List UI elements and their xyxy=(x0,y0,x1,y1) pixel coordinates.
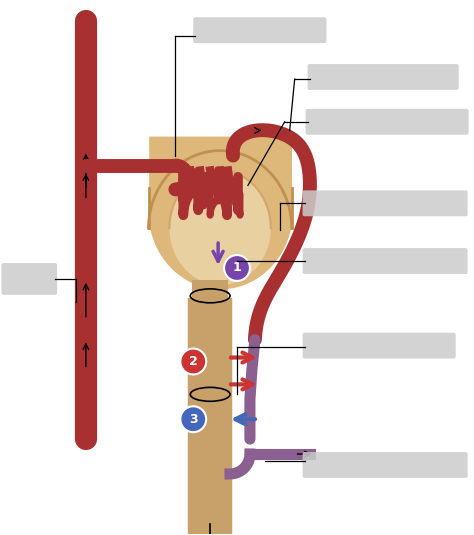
Polygon shape xyxy=(148,151,292,228)
Text: 2: 2 xyxy=(189,355,198,368)
FancyBboxPatch shape xyxy=(308,64,459,90)
FancyBboxPatch shape xyxy=(302,190,468,216)
FancyBboxPatch shape xyxy=(306,109,469,135)
FancyBboxPatch shape xyxy=(302,452,468,478)
FancyBboxPatch shape xyxy=(302,333,456,358)
FancyBboxPatch shape xyxy=(302,248,468,274)
Circle shape xyxy=(180,349,206,374)
Circle shape xyxy=(180,406,206,432)
Text: 3: 3 xyxy=(189,412,198,426)
Circle shape xyxy=(224,255,250,281)
Text: 1: 1 xyxy=(233,262,241,274)
FancyBboxPatch shape xyxy=(1,263,57,295)
FancyBboxPatch shape xyxy=(193,17,327,43)
Ellipse shape xyxy=(169,172,271,285)
